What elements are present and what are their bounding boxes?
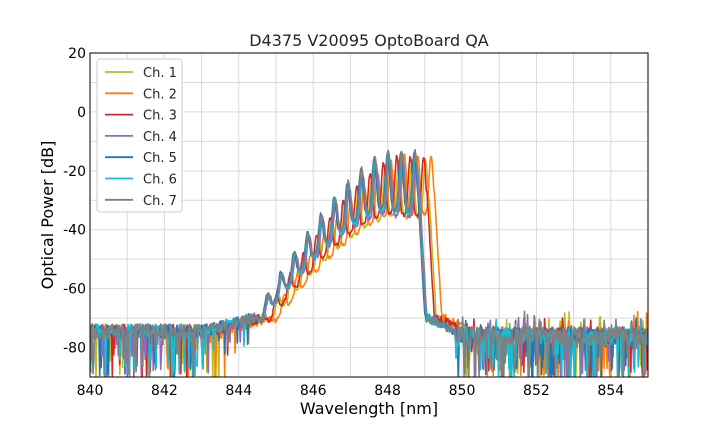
y-axis-label: Optical Power [dB] bbox=[38, 141, 57, 290]
series-line-ch-7 bbox=[90, 148, 648, 377]
x-axis-label: Wavelength [nm] bbox=[300, 399, 438, 418]
x-tick-label: 848 bbox=[374, 383, 401, 399]
y-tick-label: 0 bbox=[77, 105, 86, 121]
legend-label: Ch. 7 bbox=[143, 194, 177, 209]
legend-label: Ch. 1 bbox=[143, 66, 177, 81]
legend-label: Ch. 4 bbox=[143, 130, 177, 145]
x-tick-label: 846 bbox=[300, 383, 327, 399]
legend-box bbox=[96, 58, 183, 213]
y-tick-label: -40 bbox=[63, 223, 86, 239]
y-tick-label: -20 bbox=[63, 164, 86, 180]
y-tick-labels: 20 0 -20 -40 -60 -80 bbox=[63, 46, 86, 357]
y-tick-label: -60 bbox=[63, 282, 86, 298]
x-tick-label: 842 bbox=[151, 383, 178, 399]
legend-label: Ch. 2 bbox=[143, 87, 177, 102]
legend-label: Ch. 5 bbox=[143, 151, 177, 166]
x-tick-label: 850 bbox=[449, 383, 476, 399]
chart-title: D4375 V20095 OptoBoard QA bbox=[249, 31, 489, 50]
plot-frame bbox=[89, 52, 649, 378]
x-tick-label: 854 bbox=[597, 383, 624, 399]
legend-label: Ch. 6 bbox=[143, 173, 177, 188]
legend-label: Ch. 3 bbox=[143, 109, 177, 124]
x-tick-label: 852 bbox=[523, 383, 550, 399]
y-tick-label: -80 bbox=[63, 341, 86, 357]
x-tick-label: 840 bbox=[77, 383, 104, 399]
y-tick-label: 20 bbox=[68, 46, 86, 62]
x-tick-labels: 840 842 844 846 848 850 852 854 bbox=[77, 383, 625, 399]
x-tick-label: 844 bbox=[225, 383, 252, 399]
series-group bbox=[90, 148, 648, 377]
legend: Ch. 1 Ch. 2 Ch. 3 Ch. 4 Ch. 5 Ch. 6 Ch. 7 bbox=[96, 58, 183, 213]
